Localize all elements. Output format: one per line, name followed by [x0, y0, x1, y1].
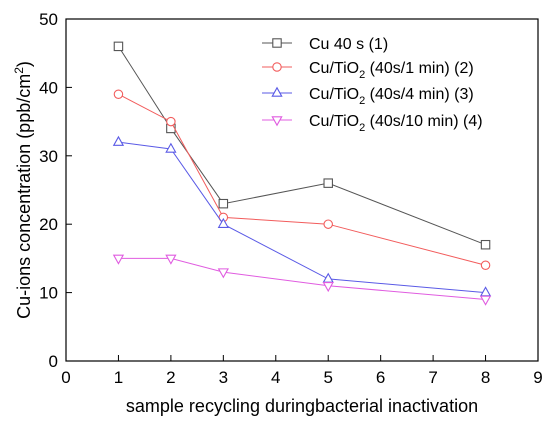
series-line	[118, 257, 486, 300]
y-axis-title-sup: 2	[12, 67, 26, 74]
x-tick-label: 1	[114, 368, 123, 387]
legend-label: Cu/TiO2 (40s/4 min) (3)	[309, 86, 474, 107]
x-axis-title: sample recycling duringbacterial inactiv…	[126, 396, 478, 416]
x-tick-label: 5	[323, 368, 332, 387]
y-tick-label: 50	[39, 10, 58, 29]
data-point-triangle-down	[322, 282, 334, 293]
y-tick-label: 20	[39, 215, 58, 234]
x-tick-label: 7	[428, 368, 437, 387]
series-1	[113, 41, 491, 250]
data-point-circle	[166, 116, 176, 127]
data-point-triangle-down	[112, 254, 125, 265]
data-point-triangle-up	[112, 135, 125, 146]
data-point-circle	[113, 89, 124, 99]
data-point-triangle-up	[479, 286, 492, 297]
y-axis-title-main: Cu-ions concentration (ppb/cm	[14, 74, 34, 319]
legend-item: Cu 40 s (1)	[262, 36, 388, 53]
legend-label: Cu/TiO2 (40s/10 min) (4)	[309, 113, 483, 134]
legend-label-sub: 2	[359, 95, 365, 107]
legend-label-rest: (40s/1 min) (2)	[365, 60, 473, 77]
legend-item: Cu/TiO2 (40s/4 min) (3)	[262, 86, 474, 107]
series-line	[118, 141, 486, 294]
data-point-triangle-down	[271, 116, 283, 127]
legend-label: Cu/TiO2 (40s/1 min) (2)	[309, 60, 474, 81]
data-point-square	[480, 239, 491, 250]
data-point-square	[218, 198, 229, 209]
legend-item: Cu/TiO2 (40s/10 min) (4)	[262, 113, 483, 134]
x-tick-label: 4	[271, 368, 280, 387]
axis-ticks: 0 1 2 3 4 5 6 7 8 9 0 10 20 30 40 50	[39, 10, 543, 387]
legend-label-sub: 2	[359, 69, 365, 81]
legend-item: Cu/TiO2 (40s/1 min) (2)	[262, 60, 474, 81]
data-point-triangle-up	[217, 217, 229, 228]
legend-label-rest: (40s/10 min) (4)	[365, 113, 482, 130]
legend-label-sub: 2	[359, 122, 365, 134]
plot-frame	[65, 18, 539, 362]
data-point-square	[113, 41, 124, 52]
legend-label-main: Cu/TiO	[309, 86, 359, 103]
series-layer	[112, 41, 492, 306]
legend-label-main: Cu/TiO	[309, 113, 359, 130]
data-point-triangle-up	[271, 86, 283, 97]
legend-label-rest: (40s/4 min) (3)	[365, 86, 473, 103]
x-tick-label: 0	[61, 368, 70, 387]
x-tick-label: 9	[533, 368, 542, 387]
data-point-triangle-down	[479, 295, 492, 306]
legend: Cu 40 s (1)Cu/TiO2 (40s/1 min) (2)Cu/TiO…	[262, 36, 483, 134]
data-point-circle	[323, 219, 333, 229]
data-point-square	[323, 178, 333, 188]
x-tick-label: 6	[376, 368, 385, 387]
data-point-triangle-down	[217, 268, 229, 279]
y-axis-title-end: )	[14, 61, 34, 67]
data-point-triangle-down	[165, 254, 177, 265]
data-point-circle	[272, 62, 282, 72]
x-tick-label: 3	[219, 368, 228, 387]
series-3	[112, 135, 492, 297]
y-tick-label: 0	[49, 352, 58, 371]
data-point-triangle-up	[322, 272, 334, 283]
legend-label-main: Cu/TiO	[309, 60, 359, 77]
y-tick-label: 30	[39, 147, 58, 166]
series-4	[112, 254, 492, 306]
x-tick-label: 8	[481, 368, 490, 387]
y-axis-title: Cu-ions concentration (ppb/cm2)	[12, 61, 34, 319]
data-point-circle	[480, 260, 491, 270]
x-tick-label: 2	[166, 368, 175, 387]
data-point-triangle-up	[165, 142, 177, 153]
data-point-square	[272, 38, 282, 48]
y-tick-label: 40	[39, 78, 58, 97]
legend-label: Cu 40 s (1)	[309, 36, 388, 53]
y-tick-label: 10	[39, 284, 58, 303]
legend-label-main: Cu 40 s (1)	[309, 36, 388, 53]
series-2	[113, 89, 491, 270]
